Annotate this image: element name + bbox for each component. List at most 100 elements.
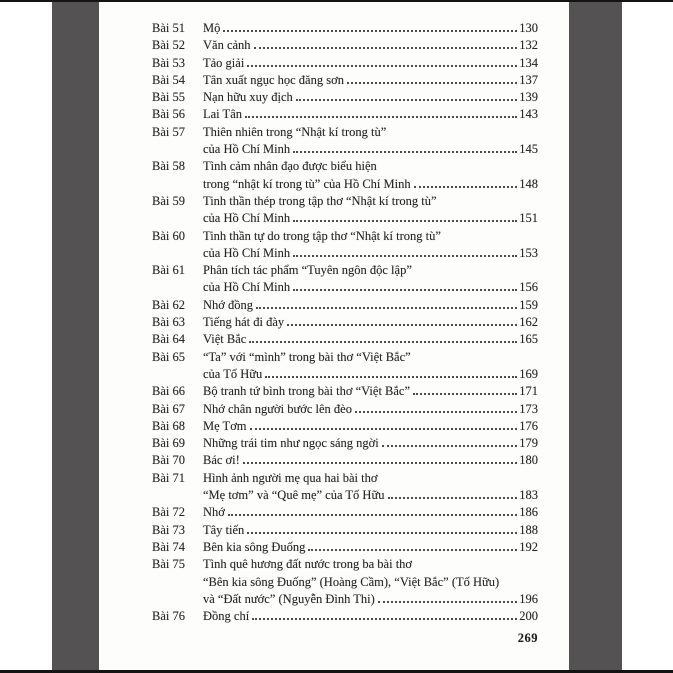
lesson-content: Nhớ chân người bước lên đèo 173 (203, 401, 538, 418)
lesson-title-line: trong “nhật kí trong tù” của Hồ Chí Minh… (203, 176, 538, 193)
lesson-title-text: Đồng chí (203, 609, 250, 624)
lesson-title-text: của Hồ Chí Minh (203, 245, 291, 260)
dot-leader (413, 185, 518, 188)
toc-entry: Bài 56 Lai Tân 143 (152, 106, 538, 123)
lesson-title-text: và “Đất nước” (Nguyễn Đình Thi) (203, 591, 375, 606)
lesson-content: Tình quê hương đất nước trong ba bài thơ… (203, 556, 538, 608)
lesson-number-label: Bài 57 (152, 124, 185, 139)
lesson-title-text: Lai Tân (203, 107, 242, 122)
lesson-title-text: Bộ tranh tứ bình trong bài thơ “Việt Bắc… (203, 384, 411, 399)
lesson-content: Tiếng hát đi đày 162 (203, 314, 538, 331)
dot-leader (287, 324, 518, 327)
lesson-content: Việt Bắc 165 (203, 331, 538, 348)
lesson-title-text: Mẹ Tơm (203, 418, 247, 433)
page-number: 139 (519, 90, 538, 105)
lesson-number-label: Bài 65 (152, 349, 185, 364)
lesson-title-line: Việt Bắc 165 (203, 331, 538, 348)
lesson-title-text: của Hồ Chí Minh (203, 211, 291, 226)
lesson-number-label: Bài 73 (152, 522, 185, 537)
lesson-title-line: Những trái tim như ngọc sáng ngời 179 (203, 435, 538, 452)
toc-entry: Bài 64 Việt Bắc 165 (152, 331, 538, 348)
lesson-content: Mẹ Tơm 176 (203, 418, 538, 435)
lesson-content: Tình cảm nhân đạo được biểu hiện trong “n… (203, 158, 538, 193)
lesson-title-text: Bác ơi! (203, 453, 240, 468)
lesson-content: Phân tích tác phẩm “Tuyên ngôn độc lập” c… (203, 262, 538, 297)
lesson-title-line: Tình quê hương đất nước trong ba bài thơ (203, 557, 413, 572)
page-number: 130 (519, 21, 538, 35)
page-number: 151 (519, 211, 538, 226)
toc-entry: Bài 69 Những trái tim như ngọc sáng ngời… (152, 435, 538, 452)
toc-entry: Bài 60 Tinh thần tự do trong tập thơ “Nh… (152, 228, 538, 263)
page-number: 188 (519, 522, 538, 537)
lesson-title-text: Tiếng hát đi đày (203, 315, 285, 330)
lesson-number-label: Bài 71 (152, 470, 185, 485)
dot-leader (346, 81, 518, 84)
lesson-number-label: Bài 74 (152, 539, 185, 554)
lesson-title-line: “Bên kia sông Đuống” (Hoàng Cầm), “Việt … (203, 574, 500, 589)
page-number: 162 (519, 315, 538, 330)
lesson-number-label: Bài 61 (152, 263, 185, 278)
page-number: 143 (519, 107, 538, 122)
lesson-title-line: Tảo giải 134 (203, 55, 538, 72)
lesson-number-label: Bài 69 (152, 436, 185, 451)
lesson-title-line: Bác ơi! 180 (203, 452, 538, 469)
dot-leader (377, 600, 518, 603)
lesson-content: Bộ tranh tứ bình trong bài thơ “Việt Bắc… (203, 383, 538, 400)
dot-leader (293, 289, 518, 292)
page-number: 137 (519, 72, 538, 87)
lesson-title-line: Nạn hữu xuy địch 139 (203, 89, 538, 106)
toc-entry: Bài 53 Tảo giải 134 (152, 55, 538, 72)
dot-leader (293, 254, 518, 257)
lesson-title-line: Lai Tân 143 (203, 106, 538, 123)
page-number: 196 (519, 591, 538, 606)
page-number: 171 (519, 384, 538, 399)
lesson-number-label: Bài 51 (152, 21, 185, 35)
lesson-title-text: “Mẹ tơm” và “Quê mẹ” của Tố Hữu (203, 488, 385, 503)
lesson-title-text: Nhớ chân người bước lên đèo (203, 401, 352, 416)
page-number: 186 (519, 505, 538, 520)
lesson-title-line: của Hồ Chí Minh 156 (203, 279, 538, 296)
page-number: 148 (519, 176, 538, 191)
toc-entry: Bài 59 Tinh thần thép trong tập thơ “Nhậ… (152, 193, 538, 228)
lesson-title-line: Văn cảnh 132 (203, 37, 538, 54)
lesson-title-line: Tình cảm nhân đạo được biểu hiện (203, 159, 377, 174)
toc-entry-list: Bài 51 Mộ 130 Bài 52 Văn cảnh 132 Bài 53 T… (152, 20, 538, 625)
dot-leader (247, 64, 518, 67)
toc-entry: Bài 76 Đồng chí 200 (152, 608, 538, 625)
lesson-content: Hình ảnh người mẹ qua hai bài thơ “Mẹ tơm… (203, 470, 538, 505)
lesson-number-label: Bài 60 (152, 228, 185, 243)
page-number: 159 (519, 297, 538, 312)
toc-entry: Bài 57 Thiên nhiên trong “Nhật kí trong … (152, 124, 538, 159)
lesson-title-text: Tảo giải (203, 55, 245, 70)
toc-entry: Bài 55 Nạn hữu xuy địch 139 (152, 89, 538, 106)
lesson-title-line: Tiếng hát đi đày 162 (203, 314, 538, 331)
photo-background-bar-right (569, 2, 622, 670)
dot-leader (295, 99, 518, 102)
lesson-number-label: Bài 53 (152, 55, 185, 70)
toc-entry: Bài 58 Tình cảm nhân đạo được biểu hiện t… (152, 158, 538, 193)
dot-leader (354, 410, 518, 413)
lesson-title-text: Việt Bắc (203, 332, 247, 347)
lesson-title-text: Văn cảnh (203, 38, 251, 53)
photo-edge-bottom (0, 670, 673, 673)
lesson-title-line: Tây tiến 188 (203, 522, 538, 539)
lesson-title-line: của Hồ Chí Minh 153 (203, 245, 538, 262)
toc-entry: Bài 62 Nhớ đồng 159 (152, 297, 538, 314)
photo-edge-top (0, 0, 673, 2)
dot-leader (245, 116, 518, 119)
toc-entry: Bài 66 Bộ tranh tứ bình trong bài thơ “V… (152, 383, 538, 400)
page-number: 165 (519, 332, 538, 347)
lesson-title-line: “Mẹ tơm” và “Quê mẹ” của Tố Hữu 183 (203, 487, 538, 504)
lesson-content: Mộ 130 (203, 20, 538, 37)
page-number: 176 (519, 418, 538, 433)
dot-leader (293, 151, 518, 154)
lesson-content: Lai Tân 143 (203, 106, 538, 123)
lesson-title-line: Hình ảnh người mẹ qua hai bài thơ (203, 470, 378, 485)
toc-entry: Bài 54 Tân xuất ngục học đăng sơn 137 (152, 72, 538, 89)
lesson-content: Thiên nhiên trong “Nhật kí trong tù” của … (203, 124, 538, 159)
lesson-number-label: Bài 66 (152, 384, 185, 399)
lesson-title-text: trong “nhật kí trong tù” của Hồ Chí Minh (203, 176, 411, 191)
lesson-content: Tinh thần tự do trong tập thơ “Nhật kí t… (203, 228, 538, 263)
toc-entry: Bài 68 Mẹ Tơm 176 (152, 418, 538, 435)
toc-entry: Bài 63 Tiếng hát đi đày 162 (152, 314, 538, 331)
